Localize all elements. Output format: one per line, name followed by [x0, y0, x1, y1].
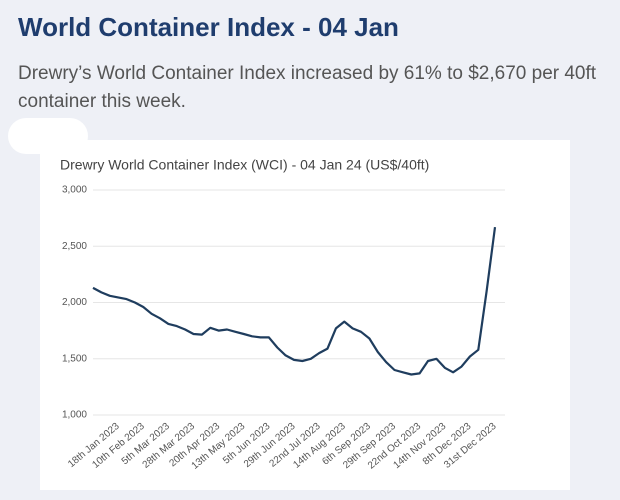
y-tick-label: 2,500: [62, 241, 87, 252]
y-tick-label: 2,000: [62, 297, 87, 308]
chart: Drewry World Container Index (WCI) - 04 …: [40, 140, 570, 490]
chart-panel: [40, 140, 570, 490]
page-title: World Container Index - 04 Jan: [18, 12, 399, 42]
y-tick-label: 3,000: [62, 185, 87, 196]
data-line: [92, 226, 497, 376]
y-tick-label: 1,500: [62, 353, 87, 364]
y-tick-label: 1,000: [62, 410, 87, 421]
page-subtitle: Drewry’s World Container Index increased…: [18, 63, 597, 112]
chart-title: Drewry World Container Index (WCI) - 04 …: [60, 157, 429, 173]
